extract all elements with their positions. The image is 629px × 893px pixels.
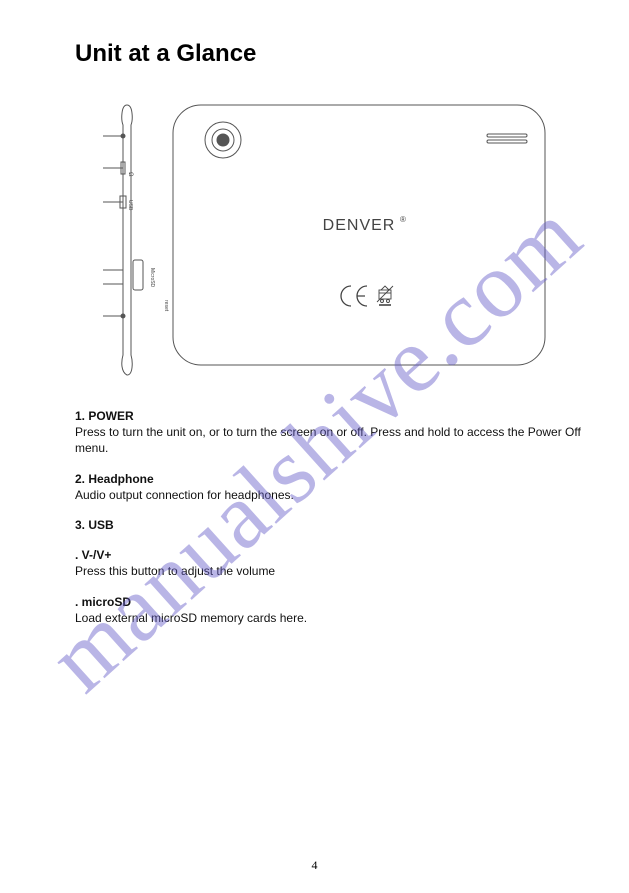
section-headphone: 2. Headphone Audio output connection for… (75, 471, 584, 503)
section-label: 2. Headphone (75, 472, 154, 486)
section-label: . V-/V+ (75, 548, 111, 562)
section-label: 1. POWER (75, 409, 134, 423)
section-usb: 3. USB (75, 517, 584, 533)
section-microsd: . microSD Load external microSD memory c… (75, 594, 584, 626)
page-number: 4 (0, 858, 629, 873)
svg-text:Ω: Ω (127, 172, 133, 177)
page-title: Unit at a Glance (75, 40, 584, 68)
device-diagram: Ω USB MicroSD reset (95, 100, 555, 380)
section-body: Press this button to adjust the volume (75, 564, 275, 578)
svg-text:®: ® (400, 215, 406, 224)
section-label: . microSD (75, 595, 131, 609)
section-label: 3. USB (75, 518, 114, 532)
section-volume: . V-/V+ Press this button to adjust the … (75, 547, 584, 579)
svg-text:USB: USB (127, 200, 133, 211)
section-body: Press to turn the unit on, or to turn th… (75, 425, 581, 455)
svg-text:DENVER: DENVER (323, 217, 396, 234)
section-power: 1. POWER Press to turn the unit on, or t… (75, 408, 584, 457)
section-body: Load external microSD memory cards here. (75, 611, 307, 625)
section-body: Audio output connection for headphones. (75, 488, 294, 502)
svg-text:reset: reset (163, 300, 169, 312)
svg-text:MicroSD: MicroSD (149, 268, 155, 288)
